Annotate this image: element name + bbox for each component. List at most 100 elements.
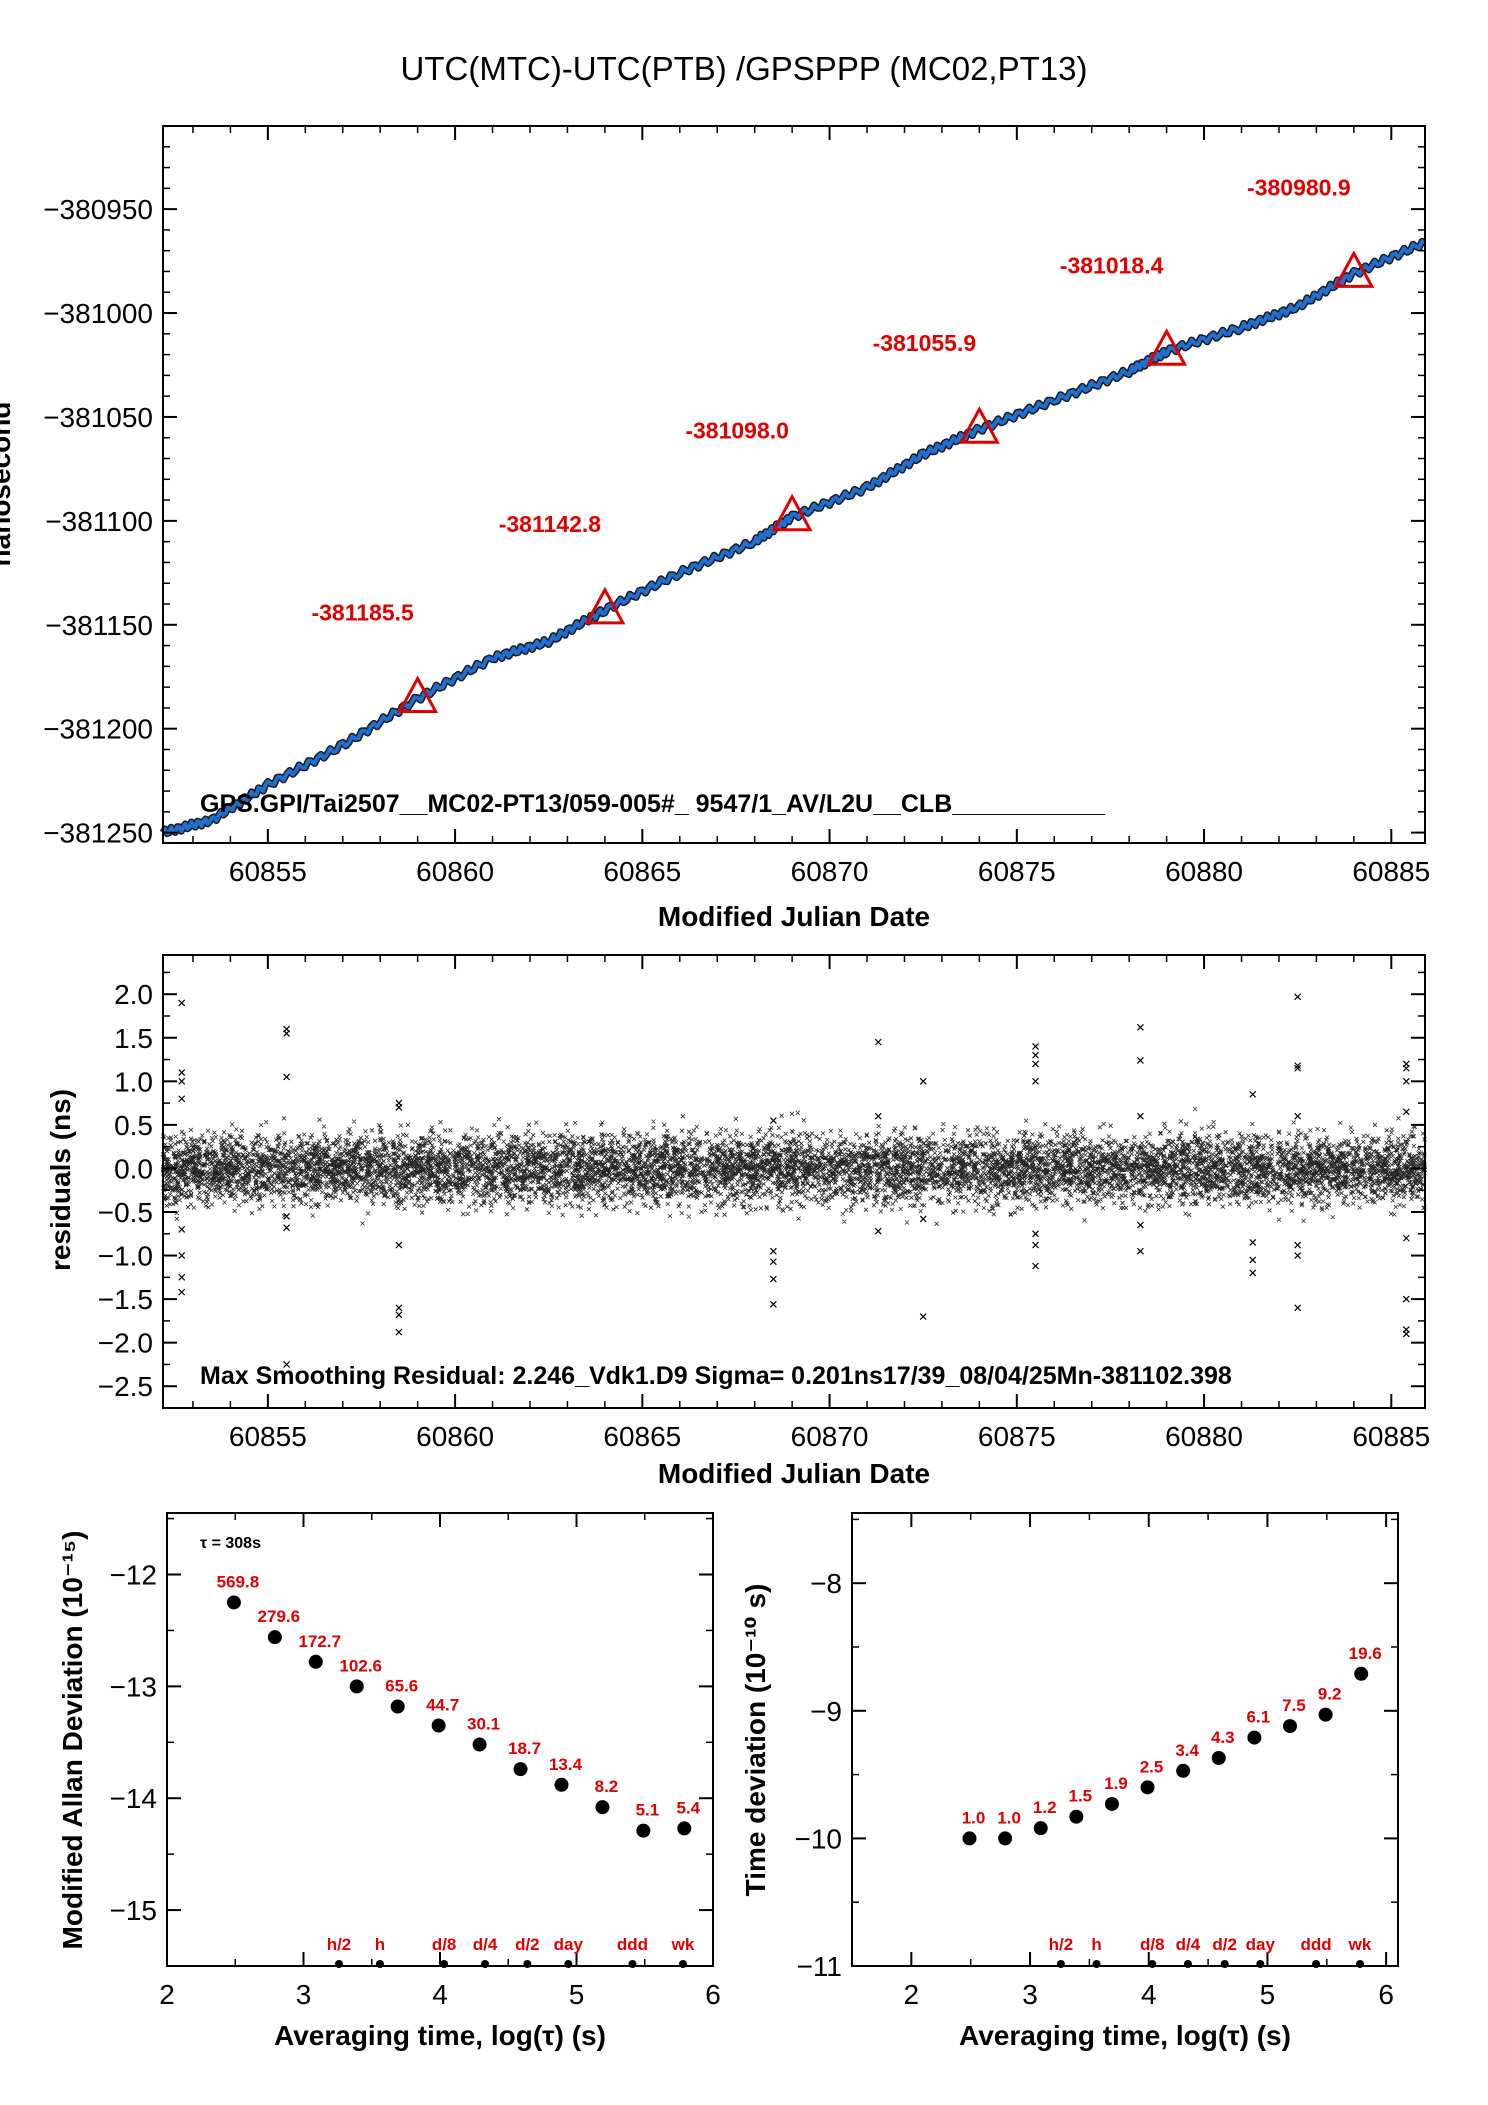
residuals-outlier-point: [178, 1095, 186, 1103]
tdev-y-label: Time deviation (10⁻¹⁰ s): [740, 1584, 771, 1897]
residuals-frame: [162, 954, 1426, 1409]
residuals-outliers: [178, 993, 1410, 1368]
mdev-ref-dot: [678, 1960, 687, 1968]
residuals-outlier-point: [283, 1029, 291, 1037]
tdev-ref-dot: [1183, 1960, 1192, 1968]
tdev-x-tick-label: 2: [904, 1979, 920, 2010]
residuals-outlier-point: [874, 1038, 882, 1046]
residuals-outlier-point: [1249, 1269, 1257, 1277]
tdev-point-label: 9.2: [1318, 1685, 1342, 1704]
residuals-outlier-point: [769, 1300, 777, 1308]
residuals-noise: [160, 1106, 1428, 1227]
residuals-outlier-point: [1402, 1330, 1410, 1338]
figure-title: UTC(MTC)-UTC(PTB) /GPSPPP (MC02,PT13): [401, 50, 1088, 87]
time-offset-y-tick-label: −381250: [43, 818, 153, 849]
residuals-outlier-point: [769, 1247, 777, 1255]
tdev-point: [998, 1831, 1013, 1846]
mdev-ref-dot: [440, 1960, 449, 1968]
mdev-x-tick-label: 6: [705, 1979, 721, 2010]
time-offset-x-tick-label: 60860: [416, 856, 494, 887]
mdev-ref-marks: h/2 h d/8 d/4 d/2 day ddd wk: [327, 1935, 695, 1968]
mdev-points: 569.8 279.6 172.7 102.665.6 44.7 30.1 18.7 13.4…: [217, 1572, 701, 1838]
residuals-y-tick-label: −1.5: [98, 1284, 153, 1315]
tdev-ref-dot: [1256, 1960, 1265, 1968]
tdev-y-tick-label: −9: [810, 1696, 842, 1727]
mdev-y-tick-label: −12: [110, 1560, 158, 1591]
time-offset-markers: -381185.5 -381142.8 -381098.0 -381055.9 -381…: [311, 174, 1375, 714]
time-offset-annotation: GPS.GPI/Tai2507__MC02-PT13/059-005#_ 954…: [200, 790, 1106, 818]
tdev-x-tick-label: 4: [1141, 1979, 1157, 2010]
tdev-ref-dot: [1312, 1960, 1321, 1968]
residuals-outlier-point: [178, 999, 186, 1007]
residuals-outlier-point: [395, 1311, 403, 1319]
mdev-point: [513, 1762, 528, 1777]
tdev-ref-marks: h/2 h d/8 d/4 d/2 day ddd wk: [1049, 1935, 1372, 1968]
residuals-outlier-point: [1294, 1064, 1302, 1072]
residuals-y-tick-label: 2.0: [114, 979, 153, 1010]
mdev-point: [226, 1595, 241, 1610]
residuals-axes: 60855 60860 60865 60870 60875 60880 60885 2.0 1.…: [98, 955, 1430, 1452]
residuals-outlier-point: [178, 1077, 186, 1085]
mdev-point-label: 18.7: [508, 1739, 541, 1758]
tdev-y-tick-label: −8: [810, 1568, 842, 1599]
time-offset-axes: 60855 60860 60865 60870 60875 60880 60885 −3809…: [43, 125, 1430, 887]
residuals-outlier-point: [1032, 1077, 1039, 1085]
residuals-outlier-point: [395, 1104, 403, 1111]
mdev-ref-label: day: [554, 1935, 584, 1954]
mdev-point: [431, 1718, 446, 1733]
residuals-outlier-point: [1294, 1241, 1302, 1249]
tdev-point: [1318, 1707, 1333, 1722]
tdev-ref-label: d/2: [1212, 1935, 1237, 1954]
time-offset-x-tick-label: 60865: [603, 856, 681, 887]
residuals-outlier-point: [1402, 1295, 1410, 1303]
tdev-panel: 2 3 4 5 6 −8 −9 −10 −11 1.0 1.0 1.2 1.5 1.9 2.5 3.4 4.3…: [740, 1512, 1399, 2051]
residuals-outlier-point: [1294, 1252, 1302, 1259]
residuals-x-tick-label: 60865: [603, 1421, 681, 1452]
residuals-outlier-point: [1249, 1090, 1257, 1098]
residuals-y-tick-label: −1.0: [98, 1241, 153, 1272]
residuals-x-label: Modified Julian Date: [658, 1458, 930, 1489]
residuals-outlier-point: [1032, 1051, 1039, 1059]
mdev-point: [677, 1821, 692, 1836]
time-offset-x-tick-label: 60870: [791, 856, 869, 887]
time-offset-x-tick-label: 60880: [1165, 856, 1243, 887]
tdev-point: [962, 1831, 977, 1846]
time-offset-marker: [584, 586, 626, 625]
time-offset-panel: -381185.5 -381142.8 -381098.0 -381055.9 -381…: [0, 125, 1430, 932]
time-offset-y-tick-label: −381200: [43, 714, 153, 745]
tdev-ref-label: h: [1091, 1935, 1101, 1954]
mdev-point: [636, 1823, 651, 1838]
tdev-point-label: 1.5: [1069, 1787, 1093, 1806]
residuals-outlier-point: [1402, 1077, 1410, 1085]
tdev-point-label: 1.9: [1104, 1774, 1128, 1793]
residuals-outlier-point: [1136, 1112, 1144, 1120]
residuals-outlier-point: [1032, 1043, 1039, 1050]
residuals-outlier-point: [919, 1077, 927, 1085]
tdev-point: [1104, 1796, 1119, 1811]
residuals-x-tick-label: 60870: [791, 1421, 869, 1452]
residuals-y-tick-label: 0.0: [114, 1153, 153, 1184]
mdev-x-label: Averaging time, log(τ) (s): [274, 2020, 606, 2051]
tdev-x-tick-label: 6: [1378, 1979, 1394, 2010]
mdev-ref-label: wk: [671, 1935, 695, 1954]
mdev-ref-dot: [375, 1960, 384, 1968]
tdev-ref-label: day: [1246, 1935, 1276, 1954]
mdev-point-label: 279.6: [258, 1607, 301, 1626]
residuals-outlier-point: [395, 1241, 403, 1249]
mdev-point-label: 65.6: [385, 1677, 418, 1696]
mdev-axes: 2 3 4 5 6 −12 −13 −14 −15: [110, 1513, 721, 2010]
tdev-point: [1211, 1751, 1226, 1766]
tdev-x-tick-label: 3: [1022, 1979, 1038, 2010]
tdev-ref-label: h/2: [1049, 1935, 1074, 1954]
time-offset-marker: [1333, 250, 1375, 288]
residuals-outlier-point: [1032, 1241, 1039, 1249]
residuals-outlier-point: [1249, 1256, 1257, 1264]
mdev-y-tick-label: −13: [110, 1671, 158, 1702]
residuals-y-tick-label: 0.5: [114, 1110, 153, 1141]
residuals-outlier-point: [178, 1273, 186, 1281]
residuals-x-tick-label: 60860: [416, 1421, 494, 1452]
time-offset-x-tick-label: 60885: [1352, 856, 1430, 887]
mdev-panel: 2 3 4 5 6 −12 −13 −14 −15 569.8 279.6 172.7 102.665…: [57, 1512, 721, 2051]
residuals-y-tick-label: −0.5: [98, 1197, 153, 1228]
tdev-point-label: 2.5: [1140, 1757, 1164, 1776]
